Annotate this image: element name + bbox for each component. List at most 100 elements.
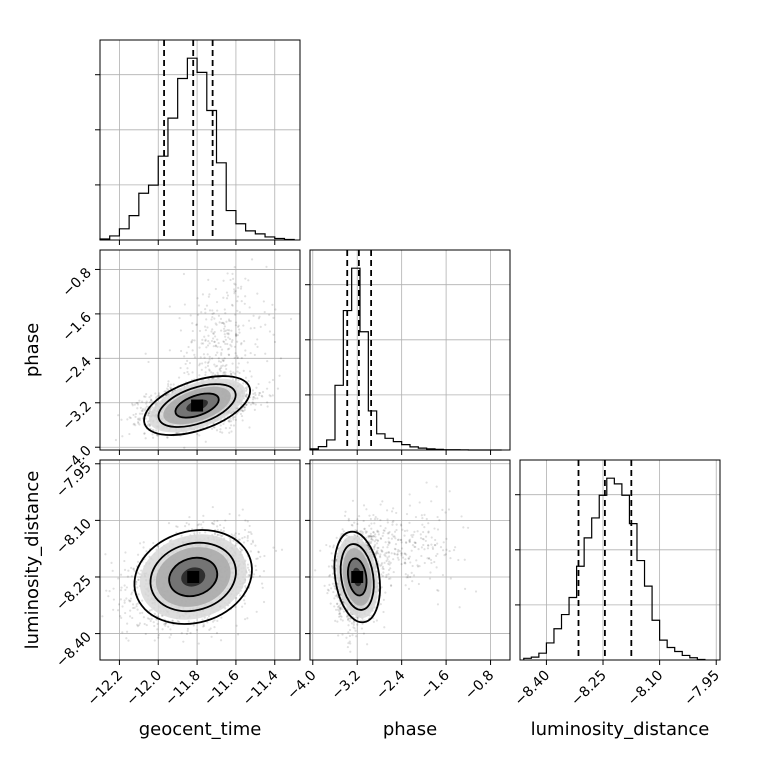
- sample-point: [278, 374, 281, 377]
- sample-point: [206, 344, 210, 347]
- sample-point: [192, 624, 195, 627]
- sample-point: [243, 599, 246, 602]
- sample-point: [229, 417, 232, 420]
- sample-point: [240, 285, 243, 288]
- sample-point: [222, 526, 226, 529]
- sample-point: [126, 418, 129, 421]
- sample-point: [256, 292, 259, 295]
- sample-point: [245, 403, 248, 406]
- sample-point: [239, 547, 242, 550]
- sample-point: [147, 413, 150, 417]
- sample-point: [233, 356, 236, 359]
- sample-point: [232, 418, 235, 421]
- sample-point: [223, 357, 226, 360]
- sample-point: [274, 308, 277, 311]
- sample-point: [254, 343, 257, 346]
- sample-point: [224, 342, 227, 346]
- sample-point: [214, 322, 217, 325]
- sample-point: [94, 415, 96, 417]
- sample-point: [168, 636, 171, 639]
- sample-point: [213, 520, 216, 523]
- sample-point: [245, 393, 249, 396]
- sample-point: [125, 586, 129, 589]
- sample-point: [191, 338, 194, 342]
- sample-point: [124, 588, 127, 591]
- sample-point: [142, 546, 145, 549]
- sample-point: [213, 531, 216, 535]
- sample-point: [210, 330, 213, 333]
- sample-point: [213, 533, 217, 536]
- sample-point: [217, 314, 221, 317]
- sample-point: [130, 566, 133, 570]
- sample-point: [243, 602, 247, 605]
- sample-point: [138, 573, 142, 576]
- sample-point: [125, 637, 128, 640]
- sample-point: [224, 607, 227, 610]
- sample-point: [104, 553, 107, 556]
- sample-point: [186, 359, 189, 363]
- sample-point: [224, 365, 227, 368]
- sample-point: [289, 317, 293, 321]
- sample-point: [138, 419, 141, 422]
- sample-point: [156, 434, 159, 437]
- sample-point: [130, 593, 133, 596]
- sample-point: [121, 435, 124, 438]
- sample-point: [200, 311, 203, 314]
- sample-point: [193, 356, 197, 359]
- sample-point: [154, 402, 157, 405]
- sample-point: [123, 599, 126, 602]
- sample-point: [169, 383, 173, 386]
- sample-point: [216, 519, 219, 523]
- sample-point: [204, 361, 207, 364]
- sample-point: [226, 332, 229, 335]
- sample-point: [250, 542, 253, 546]
- sample-point: [185, 632, 189, 635]
- sample-point: [220, 352, 223, 355]
- sample-point: [186, 627, 190, 630]
- sample-point: [233, 292, 236, 295]
- sample-point: [276, 387, 280, 390]
- sample-point: [238, 331, 241, 334]
- sample-point: [201, 293, 205, 296]
- sample-point: [234, 333, 238, 337]
- sample-point: [262, 300, 265, 303]
- sample-point: [150, 399, 153, 402]
- sample-point: [220, 365, 223, 368]
- sample-point: [150, 617, 153, 620]
- sample-point: [116, 609, 120, 612]
- sample-point: [150, 608, 153, 611]
- sample-point: [228, 420, 231, 423]
- sample-point: [241, 419, 244, 422]
- scatter-points: [101, 505, 284, 645]
- sample-point: [240, 343, 243, 346]
- sample-point: [195, 628, 199, 632]
- sample-point: [223, 330, 226, 333]
- sample-point: [261, 586, 264, 589]
- sample-point: [210, 318, 213, 321]
- sample-point: [145, 405, 148, 408]
- sample-point: [114, 438, 118, 442]
- sample-point: [134, 580, 137, 583]
- sample-point: [248, 306, 251, 309]
- sample-point: [244, 389, 248, 392]
- sample-point: [214, 373, 217, 376]
- sample-point: [198, 329, 202, 333]
- sample-point: [233, 534, 236, 537]
- sample-point: [255, 386, 258, 389]
- sample-point: [246, 534, 249, 538]
- sample-point: [217, 341, 220, 345]
- sample-point: [257, 550, 260, 553]
- sample-point: [240, 356, 243, 360]
- sample-point: [234, 605, 237, 609]
- panel-hist-geocent-time: [95, 39, 301, 245]
- sample-point: [136, 403, 140, 406]
- sample-point: [227, 318, 231, 321]
- sample-point: [204, 366, 207, 369]
- sample-point: [255, 568, 258, 572]
- sample-point: [207, 340, 210, 343]
- sample-point: [121, 631, 124, 634]
- sample-point: [231, 304, 234, 307]
- sample-point: [143, 432, 146, 435]
- sample-point: [197, 304, 201, 307]
- sample-point: [256, 338, 259, 341]
